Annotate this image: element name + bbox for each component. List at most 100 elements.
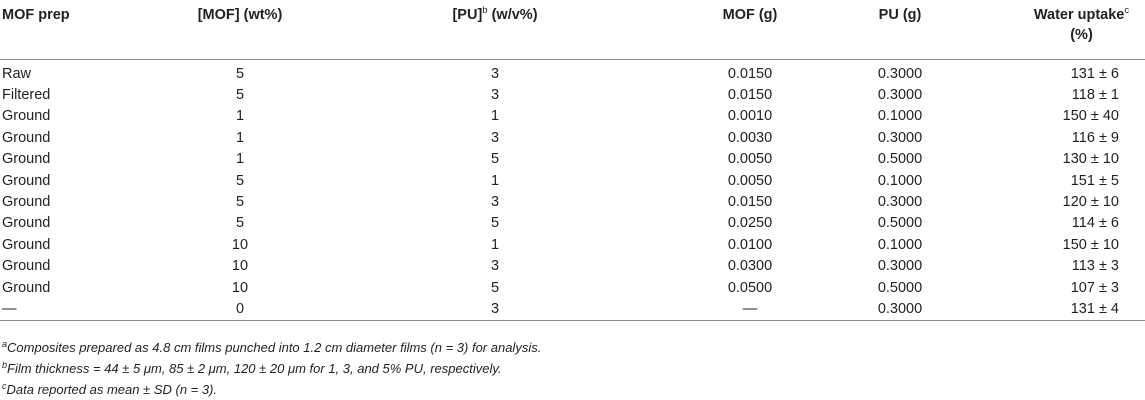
table-row: Raw 5 3 0.0150 0.3000 131 ± 6 [0,59,1145,85]
cell-pu-g: 0.3000 [877,65,923,82]
cell-mof-g: 0.0300 [727,258,773,275]
cell-pu-wv: 3 [490,129,500,146]
cell-mof-g: 0.0010 [727,108,773,125]
cell-water-uptake: 150 ± 10 [1062,236,1119,253]
cell-mof-g: 0.0250 [727,215,773,232]
footnote-a: aComposites prepared as 4.8 cm films pun… [2,337,541,358]
table-row: Ground 10 3 0.0300 0.3000 113 ± 3 [0,256,1145,277]
header-pu-wv-text: [PU] [452,7,483,23]
table-row: Ground 10 1 0.0100 0.1000 150 ± 10 [0,235,1145,256]
cell-water-uptake: 113 ± 3 [1071,258,1119,275]
header-mof-wt-text: [MOF] (wt%) [197,7,283,23]
cell-mof-g: — [660,298,840,322]
cell-pu-g: 0.1000 [877,172,923,189]
table-row: Ground 10 5 0.0500 0.5000 107 ± 3 [0,278,1145,299]
table-body: Raw 5 3 0.0150 0.3000 131 ± 6 Filtered 5 3 0.0150… [0,59,1145,322]
header-water-uptake-unit: (%) [1070,27,1093,43]
cell-mof-wt: 5 [235,193,245,210]
cell-mof-g: 0.0050 [727,172,773,189]
cell-mof-wt: 10 [231,279,249,296]
cell-pu-wv: 3 [490,258,500,275]
header-mof-wt: [MOF] (wt%) [150,5,330,60]
header-pu-wv: [PU]b (w/v%) [330,5,660,60]
cell-mof-prep: Ground [2,279,51,296]
footnote-marker: a [2,339,8,349]
cell-pu-g: 0.5000 [877,215,923,232]
cell-water-uptake: 120 ± 10 [1062,193,1119,210]
cell-mof-g: 0.0500 [727,279,773,296]
cell-mof-prep: Ground [2,108,51,125]
cell-mof-wt: 5 [235,65,245,82]
header-pu-g: PU (g) [840,5,960,60]
cell-mof-prep: Ground [2,215,51,232]
header-row: MOF prep [MOF] (wt%) [PU]b (w/v%) MOF (g… [0,5,1145,60]
cell-mof-prep: — [0,298,150,322]
footnote-text: Composites prepared as 4.8 cm films punc… [7,340,542,355]
cell-mof-prep: Ground [2,151,51,168]
cell-mof-prep: Ground [2,258,51,275]
cell-water-uptake: 114 ± 6 [1071,215,1119,232]
footnotes: aComposites prepared as 4.8 cm films pun… [2,337,541,400]
cell-pu-g: 0.3000 [840,298,960,322]
header-mof-prep-text: MOF prep [2,7,70,23]
cell-mof-prep: Ground [2,193,51,210]
cell-pu-g: 0.3000 [877,258,923,275]
footnote-text: Film thickness = 44 ± 5 μm, 85 ± 2 μm, 1… [7,361,502,376]
table-row: Ground 5 3 0.0150 0.3000 120 ± 10 [0,192,1145,213]
cell-mof-wt: 5 [235,172,245,189]
cell-pu-g: 0.5000 [877,151,923,168]
table-row: Ground 5 1 0.0050 0.1000 151 ± 5 [0,171,1145,192]
cell-mof-prep: Raw [2,65,32,82]
cell-mof-prep: Filtered [2,86,51,103]
table-row: Filtered 5 3 0.0150 0.3000 118 ± 1 [0,85,1145,106]
cell-mof-g: 0.0050 [727,151,773,168]
cell-water-uptake: 116 ± 9 [1071,129,1119,146]
footnote-text: Data reported as mean ± SD (n = 3). [6,382,218,397]
cell-pu-g: 0.3000 [877,86,923,103]
cell-mof-wt: 5 [235,215,245,232]
cell-mof-wt: 1 [235,129,245,146]
footnote-marker: b [2,360,8,370]
header-mof-prep: MOF prep [0,5,150,60]
header-pu-wv-footnote-marker: b [482,5,488,16]
cell-pu-wv: 1 [490,172,500,189]
cell-water-uptake: 151 ± 5 [1070,172,1119,189]
header-mof-g: MOF (g) [660,5,840,60]
cell-pu-wv: 3 [490,86,500,103]
cell-pu-g: 0.1000 [877,108,923,125]
table-row: Ground 1 5 0.0050 0.5000 130 ± 10 [0,149,1145,170]
cell-mof-prep: Ground [2,172,51,189]
cell-pu-g: 0.1000 [877,236,923,253]
cell-pu-g: 0.3000 [877,193,923,210]
cell-mof-g: 0.0100 [727,236,773,253]
cell-mof-wt: 1 [235,108,245,125]
header-mof-g-text: MOF (g) [722,7,778,23]
cell-pu-wv: 3 [330,298,660,322]
data-table: MOF prep [MOF] (wt%) [PU]b (w/v%) MOF (g… [0,5,1145,322]
cell-water-uptake: 107 ± 3 [1070,279,1119,296]
footnote-marker: c [2,381,7,391]
footnote-c: cData reported as mean ± SD (n = 3). [2,379,541,400]
cell-pu-wv: 1 [490,236,500,253]
footnote-b: bFilm thickness = 44 ± 5 μm, 85 ± 2 μm, … [2,358,541,379]
table-row: Ground 5 5 0.0250 0.5000 114 ± 6 [0,213,1145,234]
cell-pu-wv: 5 [490,215,500,232]
table-row: Ground 1 3 0.0030 0.3000 116 ± 9 [0,128,1145,149]
cell-mof-g: 0.0030 [727,129,773,146]
cell-water-uptake: 118 ± 1 [1071,86,1119,103]
table-row: —0 3—0.3000 131 ± 4 [0,298,1145,322]
header-pu-wv-unit: (w/v%) [487,7,538,23]
cell-water-uptake: 150 ± 40 [1062,108,1119,125]
cell-mof-wt: 10 [231,236,249,253]
cell-pu-wv: 3 [490,65,500,82]
cell-mof-wt: 10 [231,258,249,275]
header-pu-g-text: PU (g) [878,7,922,23]
cell-pu-g: 0.5000 [877,279,923,296]
cell-mof-wt: 0 [150,298,330,322]
cell-pu-wv: 5 [490,279,500,296]
header-water-uptake-footnote-marker: c [1124,5,1130,16]
table-header: MOF prep [MOF] (wt%) [PU]b (w/v%) MOF (g… [0,5,1145,60]
cell-mof-g: 0.0150 [727,86,773,103]
cell-pu-g: 0.3000 [877,129,923,146]
